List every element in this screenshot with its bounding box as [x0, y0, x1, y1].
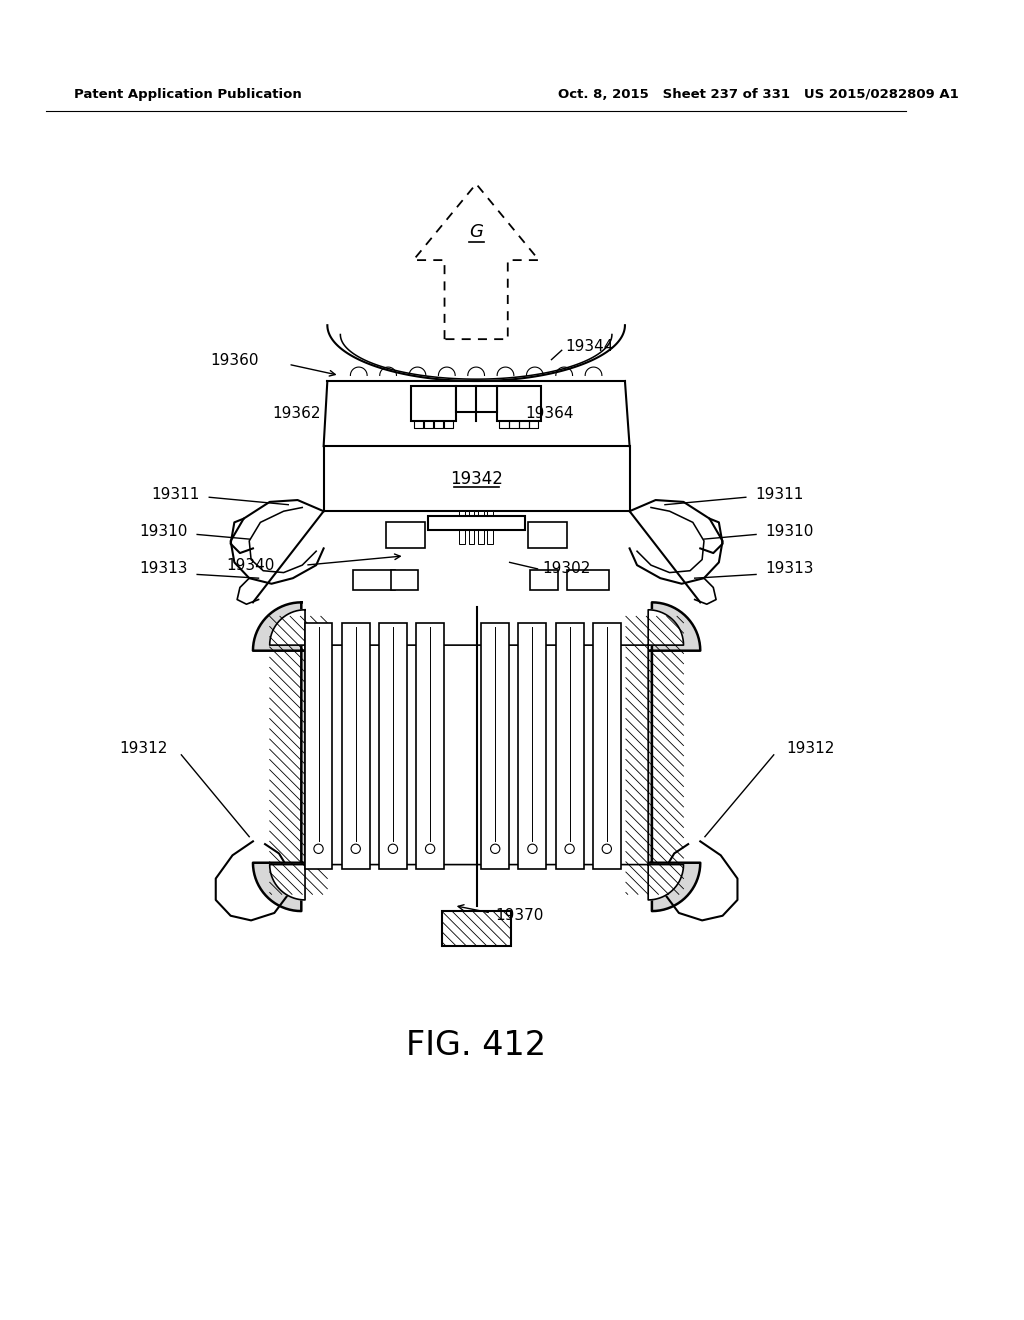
Bar: [428, 516, 525, 529]
Bar: [411, 385, 456, 421]
Text: 19310: 19310: [765, 524, 814, 539]
Text: Oct. 8, 2015   Sheet 237 of 331   US 2015/0282809 A1: Oct. 8, 2015 Sheet 237 of 331 US 2015/02…: [558, 88, 958, 102]
Text: 19311: 19311: [152, 487, 200, 502]
Bar: [567, 570, 609, 590]
Text: 19364: 19364: [525, 407, 573, 421]
Bar: [497, 385, 542, 421]
Text: 19312: 19312: [119, 741, 167, 756]
Bar: [379, 623, 407, 870]
Bar: [460, 511, 465, 544]
Text: 19344: 19344: [565, 339, 613, 354]
Bar: [481, 623, 509, 870]
Text: 19302: 19302: [542, 561, 591, 577]
Bar: [478, 511, 483, 544]
Bar: [353, 570, 395, 590]
Text: 19342: 19342: [451, 470, 503, 487]
Bar: [593, 623, 621, 870]
Polygon shape: [253, 602, 700, 911]
Bar: [416, 623, 444, 870]
Text: 19370: 19370: [496, 908, 544, 923]
Text: G: G: [469, 223, 483, 242]
Bar: [487, 511, 493, 544]
Bar: [556, 623, 584, 870]
Bar: [324, 446, 630, 511]
Text: 19362: 19362: [272, 407, 321, 421]
Bar: [390, 570, 419, 590]
Text: 19360: 19360: [210, 352, 258, 368]
Text: 19313: 19313: [139, 561, 187, 577]
Bar: [469, 511, 474, 544]
Text: FIG. 412: FIG. 412: [407, 1030, 546, 1063]
Bar: [304, 623, 333, 870]
Bar: [342, 623, 370, 870]
Bar: [530, 570, 558, 590]
Text: 19311: 19311: [755, 487, 804, 502]
Text: 19310: 19310: [139, 524, 187, 539]
Bar: [441, 911, 511, 946]
Bar: [518, 623, 547, 870]
Bar: [386, 523, 425, 548]
Bar: [528, 523, 567, 548]
Polygon shape: [269, 610, 684, 900]
Bar: [456, 385, 497, 412]
Text: 19313: 19313: [765, 561, 814, 577]
Text: Patent Application Publication: Patent Application Publication: [75, 88, 302, 102]
Text: 19312: 19312: [785, 741, 835, 756]
Text: 19340: 19340: [226, 557, 274, 573]
